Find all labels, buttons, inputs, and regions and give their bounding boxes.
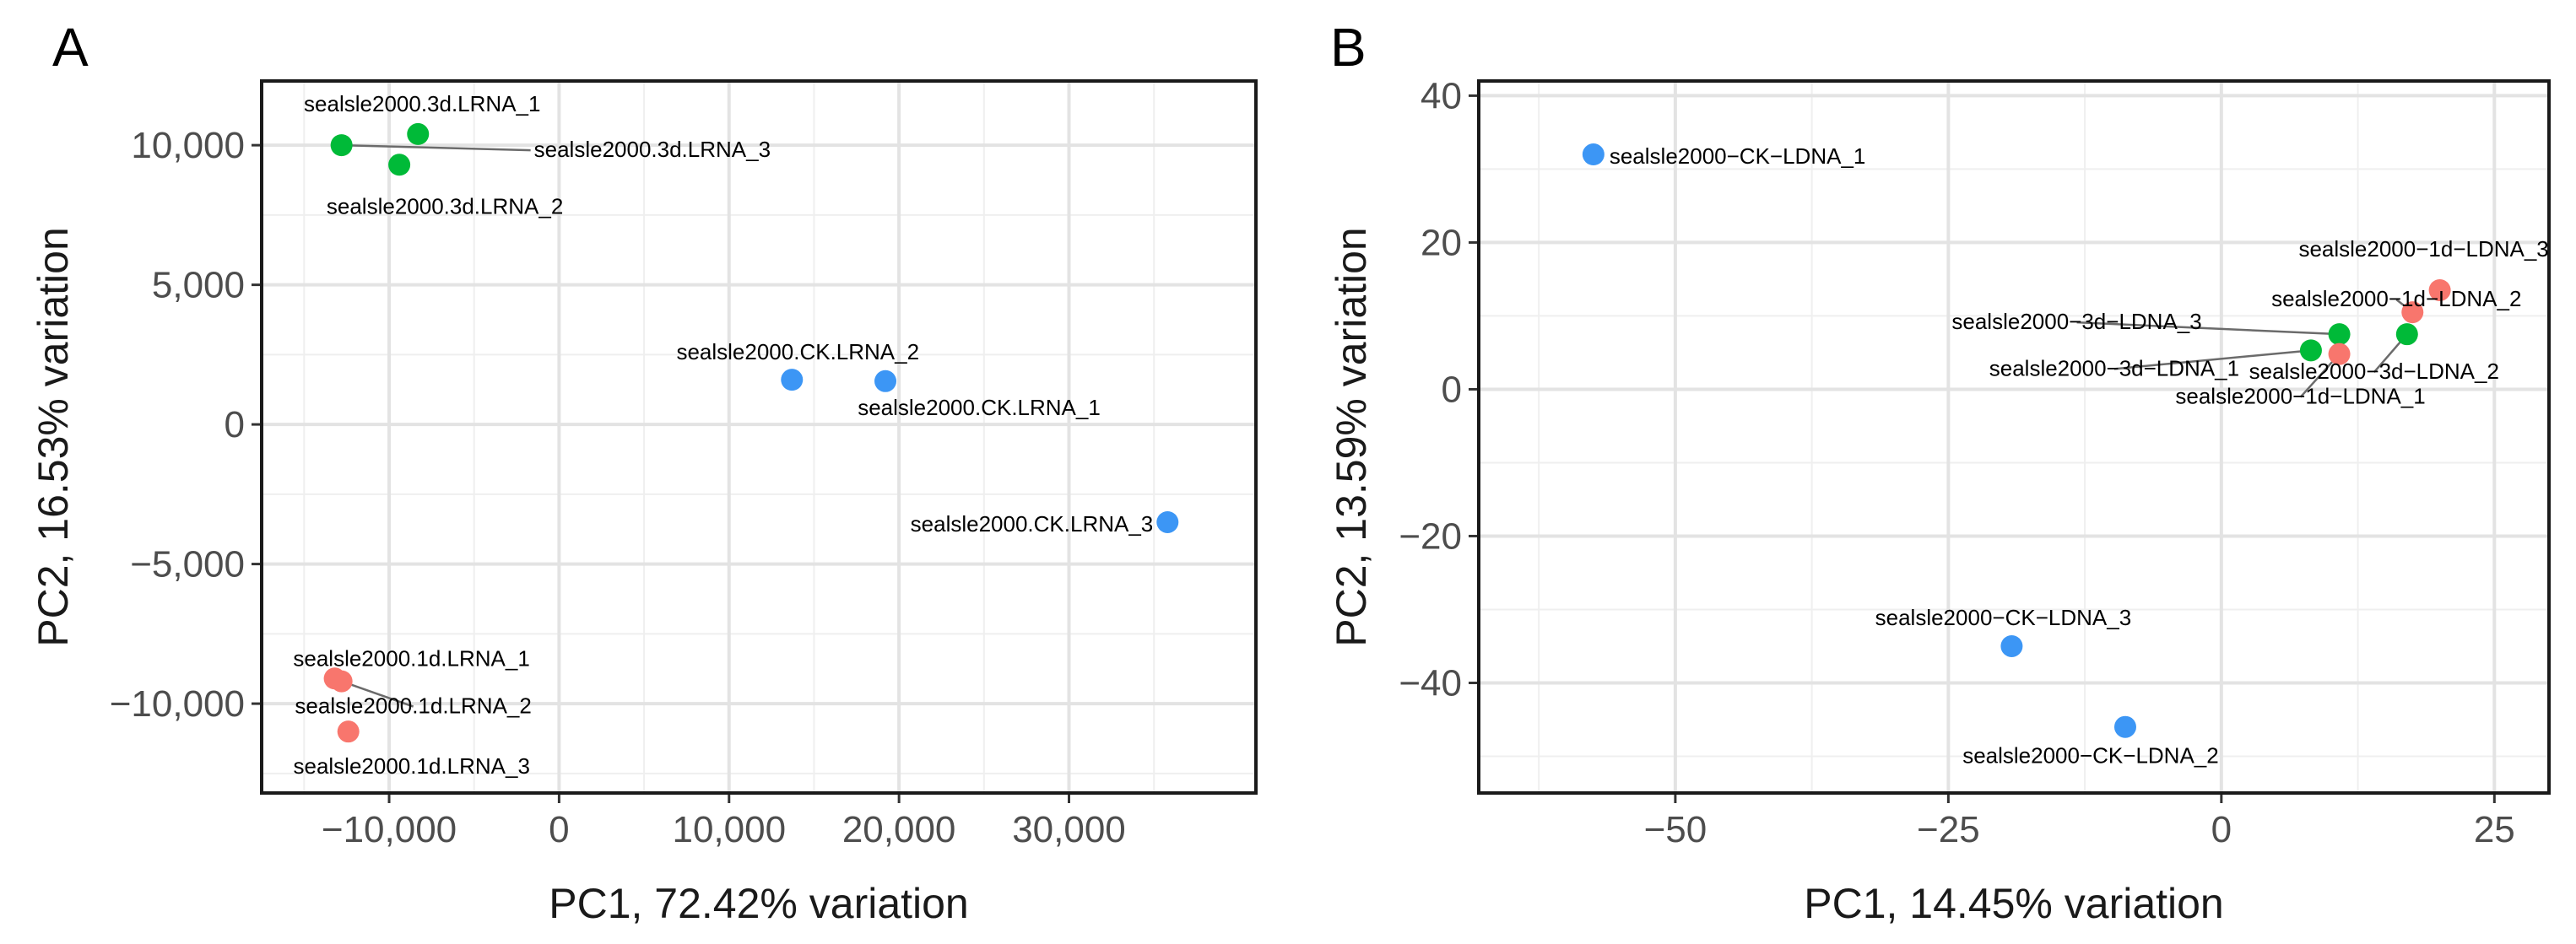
panel-a-label-leader-line [341,143,531,152]
panel-a-point-label: sealsle2000.3d.LRNA_2 [327,193,563,218]
panel-b-x-axis-title: PC1, 14.45% variation [1804,880,2224,927]
panel-b-point-label: sealsle2000−3d−LDNA_3 [1951,309,2201,334]
panel-a-point-label: sealsle2000.3d.LRNA_3 [534,137,771,162]
panel-b-data-point-3d [2395,323,2418,346]
panel-a-x-tick-label: 10,000 [672,809,786,850]
panel-b-data-point-1d [2401,301,2424,324]
panel-a-point-label: sealsle2000.CK.LRNA_2 [676,339,919,364]
panel-a-y-axis-title: PC2, 16.53% variation [30,227,77,647]
panel-letter-b: B [1330,17,1366,78]
panel-b-point-label: sealsle2000−3d−LDNA_1 [1989,355,2239,380]
panel-a-point-label: sealsle2000.CK.LRNA_1 [858,395,1101,420]
panel-b-point-label: sealsle2000−CK−LDNA_3 [1875,605,2132,630]
panel-b-data-point-1d [2328,343,2351,365]
panel-b-data-point-3d [2328,323,2351,346]
panel-b-point-label: sealsle2000−1d−LDNA_1 [2175,384,2425,409]
panel-b-y-tick-label: −20 [1399,515,1462,557]
panel-a-data-point-3d [330,134,353,157]
panel-b-y-tick-label: 40 [1421,75,1462,116]
panel-a-data-point-3d [388,154,411,176]
panel-b-data-point-1d [2428,278,2451,301]
panel-letter-a: A [52,17,89,78]
panel-b-point-label: sealsle2000−CK−LDNA_1 [1610,143,1866,169]
panel-b-y-axis-title: PC2, 13.59% variation [1328,227,1375,647]
panel-a-x-tick-label: 20,000 [842,809,956,850]
panel-a-y-tick-label: 0 [225,404,245,445]
panel-b-y-tick-label: 20 [1421,222,1462,263]
panel-b-x-tick-label: −50 [1644,809,1707,850]
panel-a-y-tick-label: −5,000 [130,544,245,585]
panel-a-point-label: sealsle2000.3d.LRNA_1 [304,91,540,116]
panel-b-x-tick-label: 25 [2474,809,2515,850]
panel-b-data-point-CK [2000,634,2023,657]
panel-b-label-leader-line [2113,349,2312,370]
panel-a-label-leader-line [341,680,414,708]
panel-a-data-point-CK [874,370,897,392]
panel-b-point-label: sealsle2000−1d−LDNA_3 [2298,236,2548,262]
panel-b-plot-frame [1477,79,2551,795]
panel-a-x-tick-label: 30,000 [1012,809,1126,850]
panel-a-x-tick-label: 0 [549,809,569,850]
panel-b-data-point-CK [2113,715,2136,738]
panel-b-x-tick-label: −25 [1917,809,1980,850]
panel-a-point-label: sealsle2000.1d.LRNA_1 [293,645,529,671]
panel-a-data-point-CK [781,369,804,391]
panel-a-plot-frame [260,79,1258,795]
panel-b-data-point-3d [2299,339,2322,362]
panel-a-data-point-3d [407,122,430,145]
panel-a-point-label: sealsle2000.CK.LRNA_3 [911,511,1154,537]
panel-a-plot: −10,000 0 10,000 20,000 30,000 −10,000 −5,000 0… [30,79,1258,927]
panel-a-y-tick-label: −10,000 [110,683,245,725]
panel-a-x-tick-label: −10,000 [322,809,457,850]
panel-a-x-axis-title: PC1, 72.42% variation [549,880,969,927]
panel-a-point-label: sealsle2000.1d.LRNA_3 [293,753,529,779]
panel-a-y-tick-label: 5,000 [152,265,245,306]
panel-a-point-label: sealsle2000.1d.LRNA_2 [295,693,531,719]
panel-b-data-point-CK [1582,143,1605,166]
panel-b-point-label: sealsle2000−3d−LDNA_2 [2249,359,2499,384]
panel-a-y-tick-label: 10,000 [131,125,245,166]
panel-b-label-leader-line [2076,321,2340,336]
panel-b-point-label: sealsle2000−CK−LDNA_2 [1962,743,2219,769]
panel-b-y-tick-label: 0 [1442,369,1462,410]
panel-b-point-label: sealsle2000−1d−LDNA_2 [2271,286,2521,311]
panel-a-data-point-1d [337,720,360,743]
panel-b-x-tick-label: 0 [2211,809,2232,850]
panel-b-plot: −50 −25 0 25 −40 −20 0 20 40 PC1, 14.45% variatio… [1328,75,2551,927]
panel-a-data-point-CK [1156,510,1179,533]
panel-b-y-tick-label: −40 [1399,662,1462,704]
panel-a-data-point-1d [330,670,353,693]
